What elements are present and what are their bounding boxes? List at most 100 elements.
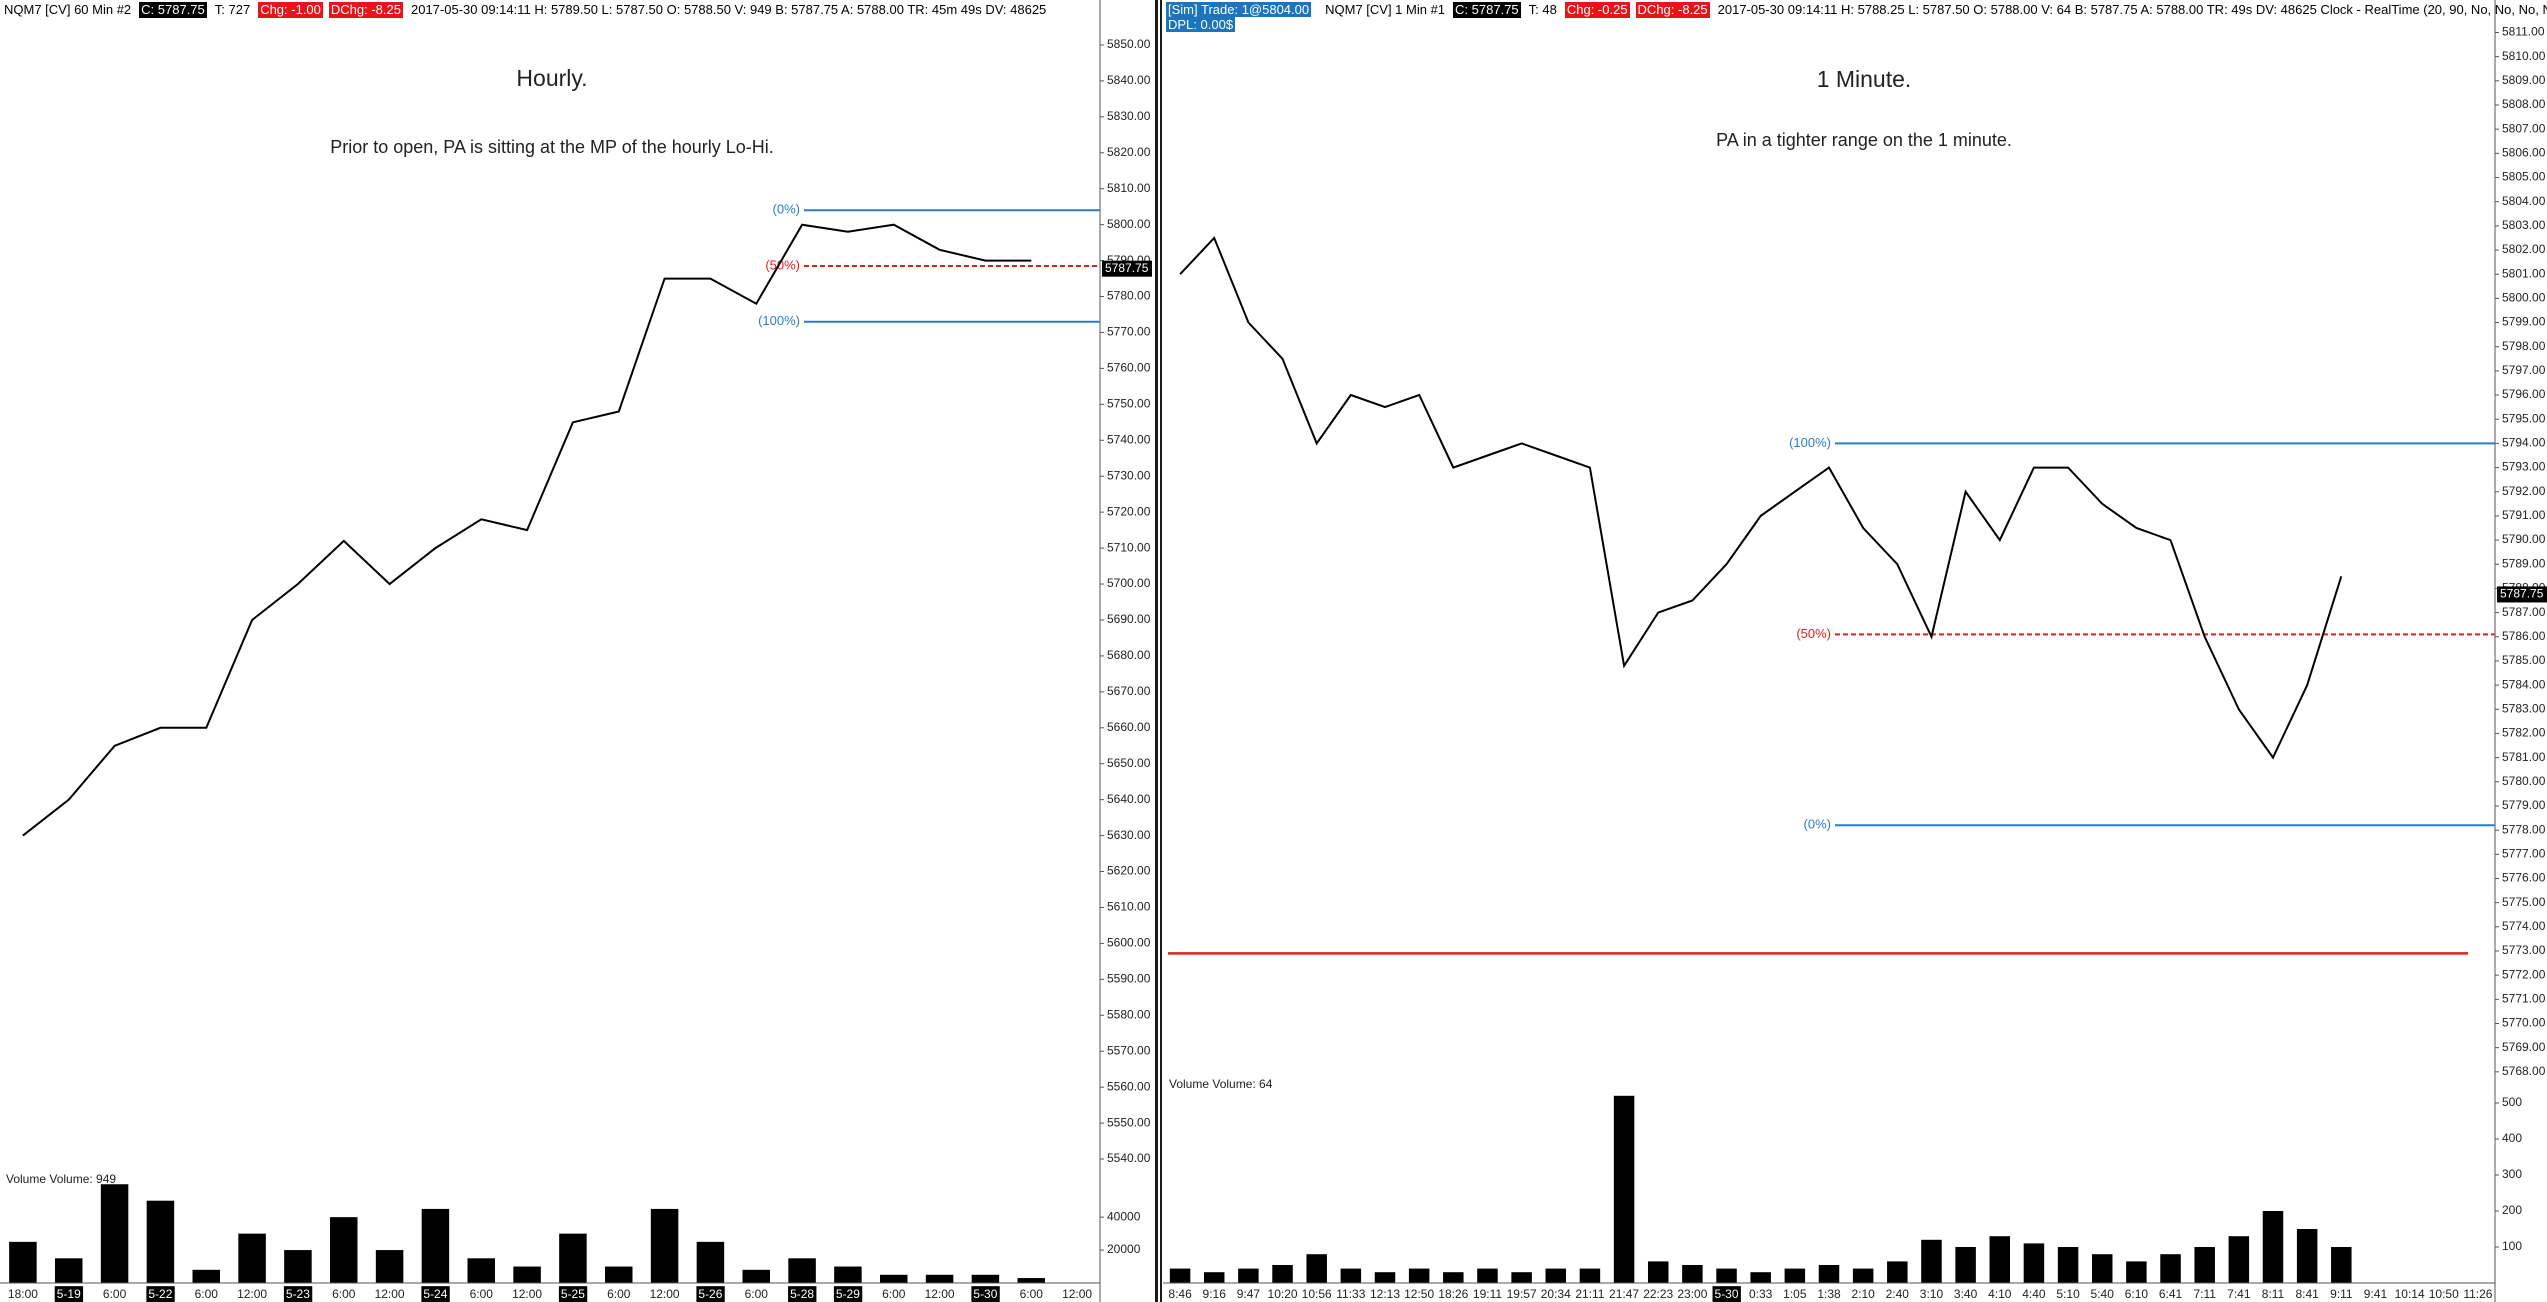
x-tick-label: 9:41: [2364, 1287, 2388, 1301]
date-box: [558, 1286, 588, 1302]
volume-bar: [742, 1269, 770, 1283]
y-tick-label: 5786.00: [2502, 629, 2546, 643]
divider: [1155, 0, 1158, 1302]
x-tick-label: 8:46: [1168, 1287, 1192, 1301]
date-box: [283, 1286, 313, 1302]
header-item: T: 727: [214, 2, 251, 17]
last-price-box: [2497, 586, 2547, 603]
x-tick-label: 10:56: [1302, 1287, 1332, 1301]
volume-bar: [788, 1258, 816, 1283]
y-tick-label: 5782.00: [2502, 726, 2546, 740]
y-tick-label: 5801.00: [2502, 266, 2546, 280]
x-tick-label: 2:40: [1886, 1287, 1910, 1301]
y-tick-label: 5797.00: [2502, 363, 2546, 377]
x-tick-label: 6:00: [882, 1287, 906, 1301]
y-tick-label: 5610.00: [1107, 900, 1151, 914]
x-tick-label: 6:00: [332, 1287, 356, 1301]
header: NQM7 [CV] 60 Min #2 C: 5787.75 T: 727 Chg: …: [2, 2, 1048, 18]
y-tick-label: 5560.00: [1107, 1079, 1151, 1093]
y-tick-label: 5772.00: [2502, 967, 2546, 981]
volume-bar: [1017, 1278, 1045, 1283]
y-tick-label: 5803.00: [2502, 218, 2546, 232]
x-tick-label: 5:40: [2091, 1287, 2115, 1301]
y-tick-label: 5811.00: [2502, 25, 2545, 39]
x-tick-label: 2:10: [1851, 1287, 1875, 1301]
x-tick-label: 10:50: [2429, 1287, 2459, 1301]
volume-bar: [146, 1200, 175, 1283]
header-item: Chg: -0.25: [1564, 2, 1630, 18]
header-item: Chg: -1.00: [258, 2, 323, 18]
x-tick-label: 3:40: [1954, 1287, 1978, 1301]
x-tick-label: 12:00: [1062, 1287, 1092, 1301]
y-tick-label: 5794.00: [2502, 436, 2546, 450]
y-tick-label: 5784.00: [2502, 677, 2546, 691]
header-item: C: 5787.75: [1453, 2, 1521, 18]
header-item: NQM7 [CV] 1 Min #1: [1325, 2, 1446, 17]
volume-bar: [1408, 1268, 1430, 1283]
y-tick-label: 5740.00: [1107, 432, 1151, 446]
volume-bar: [880, 1274, 908, 1283]
volume-bar: [375, 1250, 404, 1283]
header-item: NQM7 [CV] 60 Min #2: [4, 2, 132, 17]
volume-bar: [284, 1250, 312, 1283]
x-tick-label: 21:47: [1609, 1287, 1639, 1301]
y-tick-label: 5800.00: [1107, 217, 1151, 231]
y-tick-label: 5802.00: [2502, 242, 2546, 256]
volume-tick-label: 40000: [1107, 1209, 1141, 1223]
x-tick-label: 7:11: [2193, 1287, 2216, 1301]
y-tick-label: 5760.00: [1107, 361, 1151, 375]
volume-tick-label: 300: [2502, 1167, 2522, 1181]
y-tick-label: 5804.00: [2502, 194, 2546, 208]
volume-bar: [1989, 1236, 2011, 1283]
x-tick-label: 5-29: [836, 1287, 860, 1301]
x-tick-label: 12:50: [1404, 1287, 1434, 1301]
volume-tick-label: 500: [2502, 1095, 2522, 1109]
x-tick-label: 6:00: [195, 1287, 219, 1301]
date-box: [696, 1286, 725, 1302]
y-tick-label: 5830.00: [1107, 109, 1151, 123]
level-label: (100%): [1789, 435, 1831, 450]
volume-bar: [925, 1274, 954, 1283]
x-tick-label: 6:41: [2159, 1287, 2183, 1301]
volume-bar: [1511, 1272, 1532, 1283]
dpl-text: DPL: 0.00$: [1166, 17, 1236, 32]
y-tick-label: 5774.00: [2502, 919, 2546, 933]
date-box: [1712, 1286, 1741, 1302]
y-tick-label: 5670.00: [1107, 684, 1151, 698]
header-item: T: 48: [1528, 2, 1557, 17]
y-tick-label: 5777.00: [2502, 846, 2546, 860]
volume-bar: [100, 1184, 129, 1283]
y-tick-label: 5640.00: [1107, 792, 1151, 806]
volume-bar: [2091, 1254, 2113, 1283]
y-tick-label: 5780.00: [1107, 289, 1151, 303]
x-tick-label: 23:00: [1677, 1287, 1707, 1301]
x-tick-label: 12:00: [512, 1287, 542, 1301]
y-tick-label: 5768.00: [2502, 1064, 2546, 1078]
volume-bar: [2194, 1247, 2215, 1283]
x-tick-label: 6:00: [1020, 1287, 1044, 1301]
x-tick-label: 10:20: [1268, 1287, 1298, 1301]
volume-bar: [1579, 1268, 1601, 1283]
date-box: [54, 1286, 84, 1302]
volume-bar: [467, 1258, 495, 1283]
x-tick-label: 5-26: [698, 1287, 722, 1301]
x-tick-label: 18:00: [8, 1287, 38, 1301]
x-tick-label: 4:40: [2022, 1287, 2046, 1301]
header: NQM7 [CV] 1 Min #1 C: 5787.75 T: 48 Chg: -0…: [1323, 2, 2547, 18]
volume-bar: [330, 1217, 358, 1283]
date-box: [833, 1286, 863, 1302]
last-price: 5787.75: [1105, 261, 1149, 275]
y-tick-label: 5795.00: [2502, 411, 2546, 425]
date-box: [788, 1286, 817, 1302]
y-tick-label: 5779.00: [2502, 798, 2546, 812]
y-tick-label: 5570.00: [1107, 1043, 1151, 1057]
y-tick-label: 5580.00: [1107, 1007, 1151, 1021]
y-tick-label: 5781.00: [2502, 750, 2546, 764]
volume-bar: [1750, 1272, 1771, 1283]
x-tick-label: 9:11: [2330, 1287, 2353, 1301]
y-tick-label: 5778.00: [2502, 822, 2546, 836]
y-tick-label: 5590.00: [1107, 972, 1151, 986]
volume-label: Volume Volume: 949: [6, 1172, 116, 1186]
volume-bar: [2296, 1229, 2318, 1283]
